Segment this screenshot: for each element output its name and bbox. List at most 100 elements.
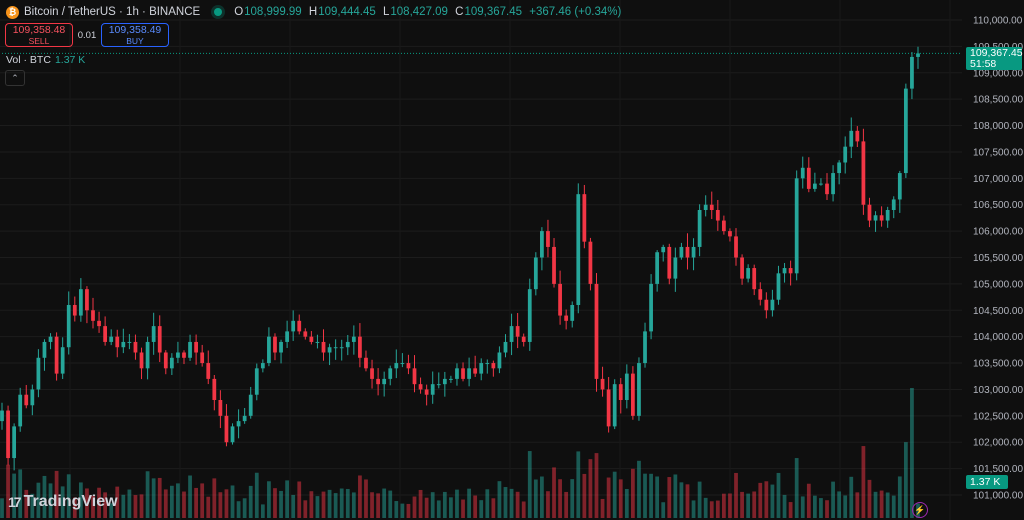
buy-price: 109,358.49	[108, 24, 162, 36]
volume-bar	[503, 487, 508, 518]
candle-body	[503, 341, 508, 353]
volume-bar	[661, 502, 666, 518]
candle-body	[849, 130, 854, 147]
volume-legend[interactable]: Vol · BTC 1.37 K	[6, 54, 85, 66]
candle-body	[442, 378, 447, 385]
volume-bar	[800, 496, 805, 518]
candle-body	[78, 289, 83, 316]
buy-button[interactable]: 109,358.49 BUY	[101, 23, 169, 47]
volume-bar	[382, 488, 387, 518]
candle-body	[327, 347, 332, 353]
candle-body	[121, 341, 126, 348]
candle-body	[267, 336, 271, 364]
volume-bar	[412, 496, 417, 518]
candle-body	[624, 373, 629, 400]
volume-bar	[794, 458, 799, 518]
volume-bar	[370, 492, 374, 518]
volume-bar	[78, 482, 83, 518]
candle-body	[309, 336, 314, 342]
volume-bar	[618, 479, 623, 518]
tradingview-logo-icon: 17	[8, 494, 22, 510]
candle-body	[533, 257, 538, 290]
volume-bar	[709, 501, 714, 518]
volume-bar	[72, 497, 77, 518]
volume-bar	[788, 502, 793, 518]
volume-value: 1.37 K	[54, 54, 86, 66]
candle-body	[916, 53, 920, 57]
volume-bar	[394, 501, 399, 518]
volume-bar	[260, 504, 265, 518]
volume-bar	[497, 481, 502, 518]
candle-body	[734, 236, 738, 258]
candle-body	[36, 357, 41, 390]
y-tick-label: 106,500.00	[973, 200, 1023, 211]
candle-body	[285, 331, 289, 342]
sell-label: SELL	[28, 36, 50, 46]
volume-bar	[897, 476, 902, 518]
spread-value: 0.01	[77, 30, 97, 41]
volume-bar	[667, 477, 672, 518]
volume-bar	[109, 503, 114, 518]
volume-bar	[248, 485, 253, 518]
close-value: 109,367.45	[464, 6, 523, 18]
volume-bar	[843, 495, 848, 518]
lightning-icon[interactable]: ⚡	[912, 502, 928, 518]
tradingview-logo[interactable]: 17 TradingView	[8, 493, 118, 511]
candle-body	[206, 363, 211, 379]
candle-body	[612, 384, 617, 427]
candle-body	[691, 246, 696, 258]
candle-body	[455, 368, 459, 379]
candle-body	[60, 347, 65, 374]
candle-body	[200, 352, 205, 364]
volume-bar	[91, 495, 95, 518]
candle-body	[48, 336, 53, 342]
volume-bar	[339, 488, 344, 518]
candle-body	[109, 336, 114, 342]
volume-bar	[491, 498, 496, 518]
volume-bar	[891, 495, 896, 518]
volume-bar	[212, 478, 217, 518]
price-axis: 110,000.00109,500.00109,000.00108,500.00…	[973, 16, 1023, 502]
volume-bar	[364, 479, 368, 518]
volume-bar	[533, 479, 538, 518]
volume-bar	[540, 476, 544, 518]
candle-body	[746, 268, 751, 279]
candle-body	[370, 368, 374, 379]
volume-bar	[600, 498, 605, 518]
volume-bar	[631, 468, 635, 518]
volume-bar	[303, 500, 308, 518]
volume-bar	[321, 491, 326, 518]
candle-body	[800, 167, 805, 179]
volume-bar	[703, 497, 708, 518]
symbol-title[interactable]: Bitcoin / TetherUS · 1h · BINANCE	[24, 6, 201, 18]
collapse-legend-button[interactable]: ⌃	[5, 70, 25, 86]
candle-body	[600, 378, 605, 390]
y-tick-label: 101,500.00	[973, 464, 1023, 475]
candle-body	[236, 421, 241, 427]
volume-bar	[782, 494, 787, 518]
volume-bar	[36, 482, 41, 518]
volume-bar	[588, 459, 593, 518]
volume-bar	[740, 491, 744, 518]
volume-bar	[60, 486, 65, 518]
candle-body	[873, 215, 878, 221]
volume-bar	[879, 490, 884, 518]
volume-bar	[825, 500, 829, 518]
volume-bar	[691, 500, 696, 518]
candle-body	[297, 320, 302, 332]
low-label: L	[382, 6, 390, 18]
volume-bar	[297, 481, 302, 518]
volume-bar	[806, 483, 811, 518]
buy-label: BUY	[126, 36, 144, 46]
candle-body	[812, 183, 817, 189]
volume-bar	[449, 497, 453, 518]
candle-body	[169, 357, 174, 369]
candle-body	[509, 326, 514, 342]
sell-button[interactable]: 109,358.48 SELL	[5, 23, 73, 47]
candle-body	[897, 173, 902, 200]
volume-bar	[182, 491, 186, 518]
volume-bar	[582, 473, 587, 518]
candle-body	[637, 363, 641, 416]
candlesticks	[0, 46, 920, 471]
